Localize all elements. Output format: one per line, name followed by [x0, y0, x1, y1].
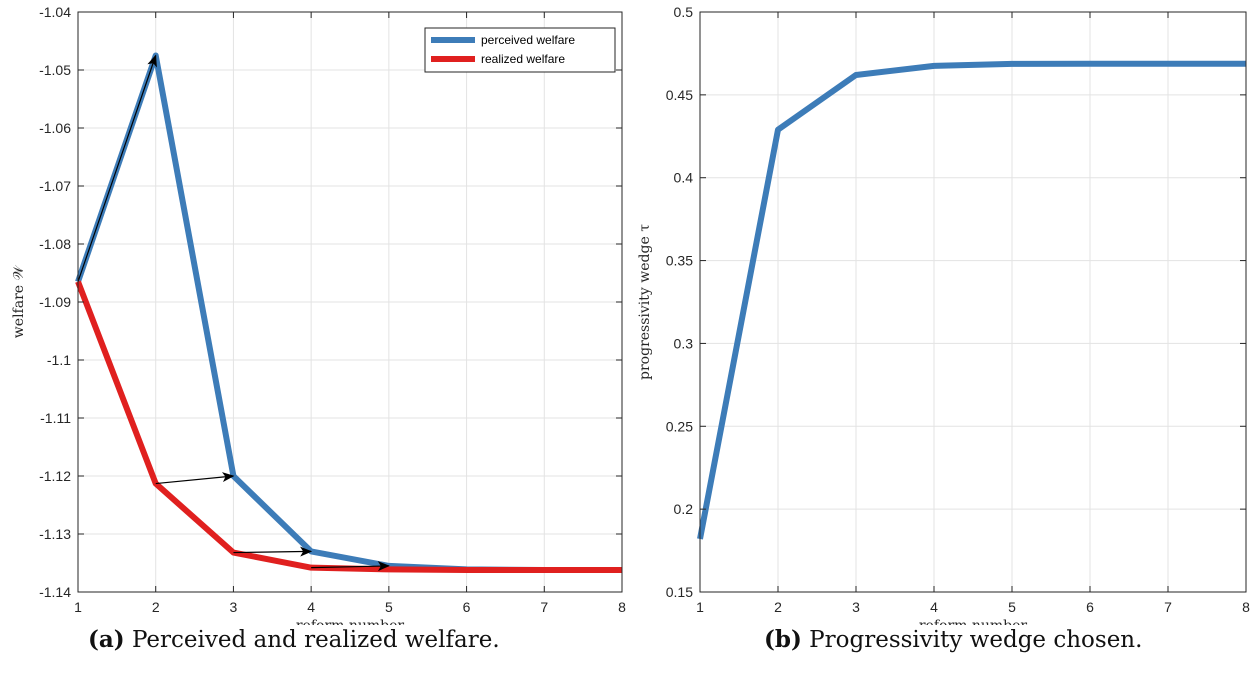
y-tick-label-9: -1.13 — [39, 526, 71, 542]
legend-label-realized-welfare: realized welfare — [481, 52, 565, 66]
caption-a: (a) Perceived and realized welfare. — [88, 626, 500, 653]
x-tick-label-5: 5 — [1008, 599, 1016, 615]
y-tick-label-0: 0.15 — [666, 584, 693, 600]
x-tick-label-2: 2 — [152, 599, 160, 615]
y-tick-label-7: -1.11 — [40, 410, 71, 426]
x-tick-label-6: 6 — [1086, 599, 1094, 615]
transition-arrow-1 — [77, 54, 157, 282]
caption-a-text: Perceived and realized welfare. — [131, 627, 500, 653]
y-axis-label: progressivity wedge τ — [637, 224, 653, 380]
y-tick-label-1: -1.05 — [39, 62, 71, 78]
x-tick-label-8: 8 — [1242, 599, 1250, 615]
x-tick-label-7: 7 — [540, 599, 548, 615]
y-tick-label-8: -1.12 — [39, 468, 71, 484]
x-tick-label-5: 5 — [385, 599, 393, 615]
caption-a-tag: (a) — [88, 626, 125, 653]
x-tick-label-3: 3 — [852, 599, 860, 615]
y-tick-label-4: -1.08 — [39, 236, 71, 252]
y-tick-label-6: 0.45 — [666, 87, 693, 103]
y-axis-label: welfare 𝒲 — [11, 264, 27, 338]
legend-box — [424, 27, 616, 73]
figure: 1 2 3 4 5 6 7 8 -1.04 -1.05 -1.06 -1.07 -1.08 -1.09 -1… — [11, 4, 1250, 625]
x-tick-label-6: 6 — [463, 599, 471, 615]
x-tick-label-3: 3 — [230, 599, 238, 615]
series-line-realized-welfare — [75, 280, 622, 573]
x-tick-label-1: 1 — [74, 599, 82, 615]
legend-label-perceived-welfare: perceived welfare — [481, 33, 575, 47]
y-tick-label-10: -1.14 — [39, 584, 71, 600]
y-tick-label-1: 0.2 — [674, 501, 694, 517]
x-tick-label-8: 8 — [618, 599, 626, 615]
x-tick-label-2: 2 — [774, 599, 782, 615]
caption-b-text: Progressivity wedge chosen. — [809, 627, 1143, 653]
x-tick-label-4: 4 — [930, 599, 938, 615]
progressivity-plot: 1 2 3 4 5 6 7 8 0.15 0.2 0.25 0.3 0.35 0.4 0.45 0.5 refo… — [637, 4, 1250, 625]
x-axis-label: reform number — [919, 618, 1028, 625]
y-tick-label-7: 0.5 — [674, 4, 694, 20]
x-tick-label-4: 4 — [307, 599, 315, 615]
y-tick-label-3: -1.07 — [39, 178, 71, 194]
y-tick-label-4: 0.35 — [666, 253, 693, 269]
x-tick-label-1: 1 — [696, 599, 704, 615]
welfare-plot: 1 2 3 4 5 6 7 8 -1.04 -1.05 -1.06 -1.07 -1.08 -1.09 -1… — [11, 4, 626, 625]
y-tick-label-0: -1.04 — [39, 4, 71, 20]
caption-b: (b) Progressivity wedge chosen. — [764, 626, 1142, 653]
x-tick-label-7: 7 — [1164, 599, 1172, 615]
x-axis-label: reform number — [296, 618, 405, 625]
y-tick-label-6: -1.1 — [47, 352, 71, 368]
y-tick-label-2: 0.25 — [666, 418, 693, 434]
plot-area — [700, 12, 1246, 592]
series-line-series-0 — [697, 60, 1246, 540]
y-tick-label-3: 0.3 — [674, 335, 694, 351]
transition-arrow-2 — [155, 472, 235, 485]
y-tick-label-5: 0.4 — [674, 170, 694, 186]
y-tick-label-2: -1.06 — [39, 120, 71, 136]
transition-arrow-4 — [311, 561, 390, 572]
transition-arrow-3 — [233, 546, 313, 557]
axes-box — [699, 11, 1247, 593]
y-tick-label-5: -1.09 — [39, 294, 71, 310]
caption-b-tag: (b) — [764, 626, 802, 653]
